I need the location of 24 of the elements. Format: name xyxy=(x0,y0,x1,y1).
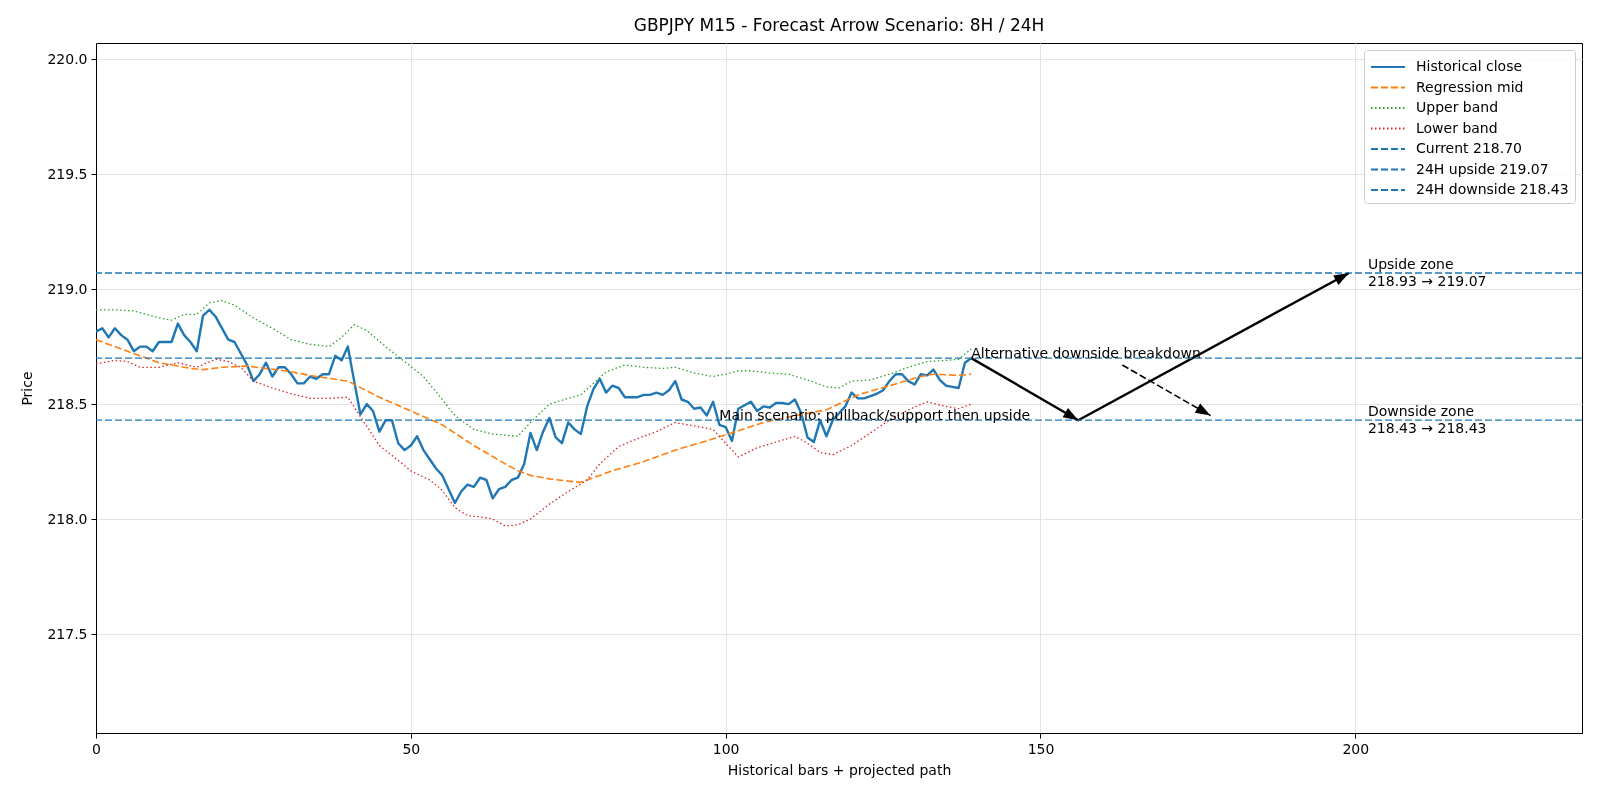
legend-label: Upper band xyxy=(1416,99,1499,115)
annotation: Upside zone 218.93 → 219.07 xyxy=(1367,255,1487,289)
x-tick-label: 150 xyxy=(1027,740,1055,757)
y-axis-title: Price xyxy=(19,371,36,406)
x-tick-label: 50 xyxy=(402,740,421,757)
legend-label: Historical close xyxy=(1416,58,1523,74)
legend-label: 24H downside 218.43 xyxy=(1416,181,1569,197)
chart-title: GBPJPY M15 - Forecast Arrow Scenario: 8H / 24H xyxy=(633,15,1045,35)
y-tick-label: 218.0 xyxy=(47,510,88,527)
y-tick-label: 219.0 xyxy=(47,280,88,297)
x-tick-label: 200 xyxy=(1342,740,1370,757)
annotation: Downside zone 218.43 → 218.43 xyxy=(1367,402,1487,436)
legend-label: Lower band xyxy=(1416,119,1498,136)
y-tick-label: 217.5 xyxy=(47,625,88,642)
x-tick-label: 0 xyxy=(92,740,101,757)
legend-label: Current 218.70 xyxy=(1416,140,1523,156)
legend-label: 24H upside 219.07 xyxy=(1416,160,1549,177)
legend-label: Regression mid xyxy=(1416,78,1524,95)
x-tick-label: 100 xyxy=(712,740,740,757)
y-tick-label: 219.5 xyxy=(47,165,88,182)
annotation: Alternative downside breakdown xyxy=(971,344,1201,361)
y-tick-label: 218.5 xyxy=(47,395,88,412)
x-axis-title: Historical bars + projected path xyxy=(727,761,952,778)
y-tick-label: 220.0 xyxy=(47,50,88,67)
